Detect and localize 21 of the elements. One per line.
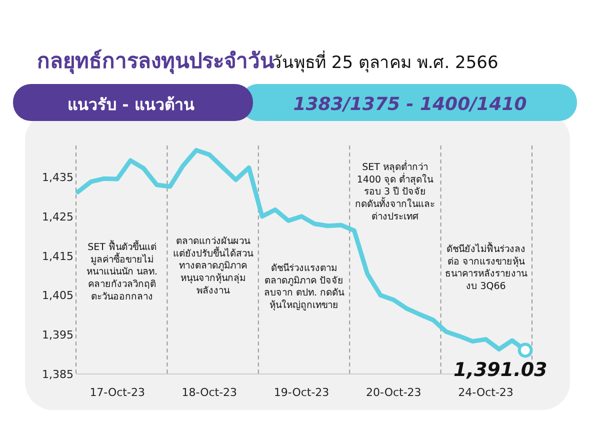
y-tick-label: 1,385 xyxy=(42,368,74,381)
y-tick-label: 1,415 xyxy=(42,250,74,263)
y-tick-label: 1,405 xyxy=(42,289,74,302)
x-tick-label: 19-Oct-23 xyxy=(274,386,330,399)
text: 1383/1375 - 1400/1410 xyxy=(293,94,527,115)
y-tick-label: 1,425 xyxy=(42,210,74,224)
chart-title: กลยุทธ์การลงทุนประจำวัน xyxy=(37,49,275,75)
x-tick-label: 24-Oct-23 xyxy=(458,386,514,399)
y-tick-label: 1,395 xyxy=(42,328,74,342)
annotation: ดัชนียังไม่ฟื้นร่วงลง ต่อ จากแรงขายหุ้น ธนาคารหลังรายงาน งบ 3Q66 xyxy=(445,242,528,292)
y-tick-label: 1,435 xyxy=(42,171,74,184)
annotation: SET หลุดต่ำกว่า 1400 จุด ต่ำสุดใน รอบ 3 ปี ปัจจัย กดดันทั้งจากในและ ต่างประเทศ xyxy=(355,160,435,222)
annotation: ดัชนีร่วงแรงตาม ตลาดภูมิภาค ปัจจัย ลบจาก ตปท. กดดัน หุ้นใหญ่ถูกเทขาย xyxy=(264,262,346,312)
text: แนวรับ - แนวต้าน xyxy=(68,95,194,114)
annotation: SET ฟื้นตัวขึ้นแต่ มูลค่าซื้อขายไม่ หนาแน่นนัก นลท. คลายกังวลวิกฤติ ตะวันออกกลาง xyxy=(86,240,158,302)
x-tick-label: 20-Oct-23 xyxy=(366,386,422,399)
annotation: ตลาดแกว่งผันผวน แต่ยังปรับขึ้นได้สวน ทางตลาดภูมิภาค หนุนจากหุ้นกลุ่ม พลังงาน xyxy=(173,236,254,296)
x-tick-label: 17-Oct-23 xyxy=(90,386,145,399)
chart-subtitle: วันพุธที่ 25 ตุลาคม พ.ศ. 2566 xyxy=(272,50,498,73)
data-label: 1,391.03 xyxy=(454,359,548,382)
x-tick-label: 18-Oct-23 xyxy=(182,386,238,399)
